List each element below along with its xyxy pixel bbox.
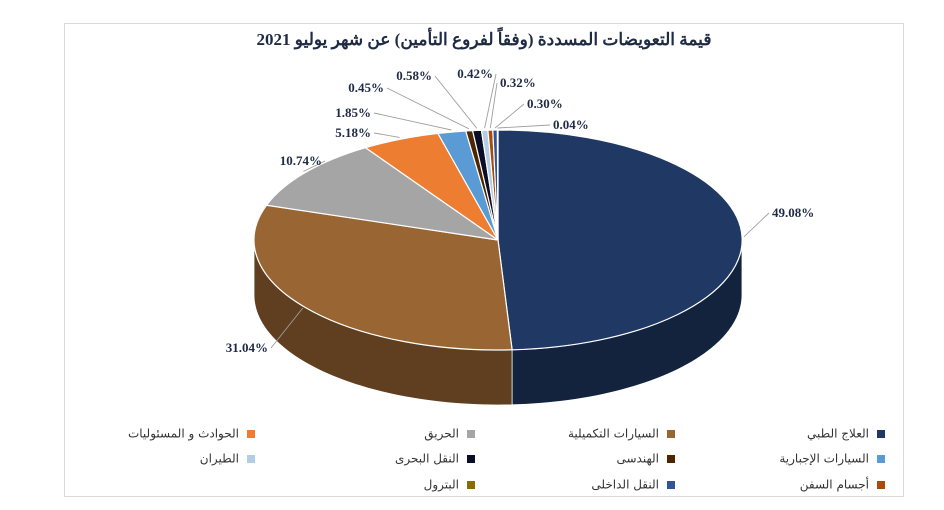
data-label-الطيران: 0.42%	[457, 66, 493, 81]
legend-swatch	[667, 429, 675, 438]
leader-line-النقل-البحرى	[434, 75, 478, 129]
pie-slices	[253, 129, 743, 351]
data-label-السيارات-الإجبارية: 1.85%	[335, 105, 371, 120]
legend-item-النقل-الداخلى: النقل الداخلى	[591, 475, 675, 493]
legend-label: النقل الداخلى	[591, 477, 659, 492]
legend-item-الحريق: الحريق	[424, 424, 475, 442]
legend-swatch	[467, 454, 475, 463]
data-label-السيارات-التكميلية: 31.04%	[226, 340, 268, 355]
legend-item-الطيران: الطيران	[200, 449, 255, 467]
leader-line-الهندسى	[386, 87, 470, 130]
data-label-النقل-الداخلى: 0.30%	[527, 96, 563, 111]
leader-line-الحوادث-و-المسئوليات	[373, 132, 400, 138]
legend-swatch	[877, 454, 885, 463]
legend-item-البترول: البترول	[424, 475, 475, 493]
legend-item-الحوادث-و-المسئوليات: الحوادث و المسئوليات	[128, 424, 255, 442]
data-label-أجسام-السفن: 0.32%	[500, 75, 536, 90]
data-label-الحوادث-و-المسئوليات: 5.18%	[335, 125, 371, 140]
legend-label: الحريق	[424, 426, 459, 441]
data-labels: 49.08% 31.04% 10.74% 5.18% 1.85% 0.45% 0.58% 0.…	[226, 66, 815, 355]
legend-label: السيارات التكميلية	[567, 426, 659, 441]
leader-line-الطيران	[484, 73, 497, 129]
data-label-النقل-البحرى: 0.58%	[396, 68, 432, 83]
data-label-العلاج-الطبي: 49.08%	[772, 205, 814, 220]
chart-title: قيمة التعويضات المسددة (وفقاً لفروع التأ…	[256, 30, 712, 49]
pie-slice-العلاج-الطبي	[497, 129, 743, 351]
legend-label: النقل البحرى	[395, 451, 459, 466]
legend-label: الطيران	[199, 451, 239, 466]
legend-swatch	[467, 480, 475, 489]
legend-item-الهندسى: الهندسى	[616, 449, 675, 467]
pie-slice-البترول	[496, 129, 499, 241]
data-label-الحريق: 10.74%	[280, 153, 322, 168]
leader-line-العلاج-الطبي	[743, 212, 770, 238]
leader-line-السيارات-الإجبارية	[373, 112, 452, 131]
legend-item-العلاج-الطبي: العلاج الطبي	[807, 424, 885, 442]
legend-label: الحوادث و المسئوليات	[127, 426, 239, 441]
legend-item-السيارات-الإجبارية: السيارات الإجبارية	[779, 449, 885, 467]
legend-swatch	[247, 454, 255, 463]
legend-item-النقل-البحرى: النقل البحرى	[395, 449, 475, 467]
leader-line-البترول	[497, 124, 551, 129]
legend-item-أجسام-السفن: أجسام السفن	[800, 475, 885, 493]
legend-label: السيارات الإجبارية	[779, 451, 869, 466]
leader-line-النقل-الداخلى	[494, 103, 525, 129]
legend-swatch	[667, 454, 675, 463]
pie-slice-الحريق	[265, 146, 499, 241]
data-label-الهندسى: 0.45%	[348, 80, 384, 95]
data-label-البترول: 0.04%	[553, 117, 589, 132]
leader-line-السيارات-التكميلية	[270, 307, 304, 349]
legend-label: الهندسى	[616, 451, 660, 466]
pie-slice-السيارات-التكميلية	[253, 204, 513, 351]
legend-label: أجسام السفن	[799, 477, 869, 492]
legend-swatch	[877, 480, 885, 489]
legend-swatch	[247, 429, 255, 438]
leader-line-أجسام-السفن	[489, 82, 498, 129]
legend-swatch	[667, 480, 675, 489]
legend-swatch	[877, 429, 885, 438]
legend-label: العلاج الطبي	[807, 426, 869, 441]
legend-label: البترول	[423, 477, 459, 492]
legend-swatch	[467, 429, 475, 438]
leader-line-الحريق	[303, 160, 326, 172]
legend-item-السيارات-التكميلية: السيارات التكميلية	[568, 424, 675, 442]
